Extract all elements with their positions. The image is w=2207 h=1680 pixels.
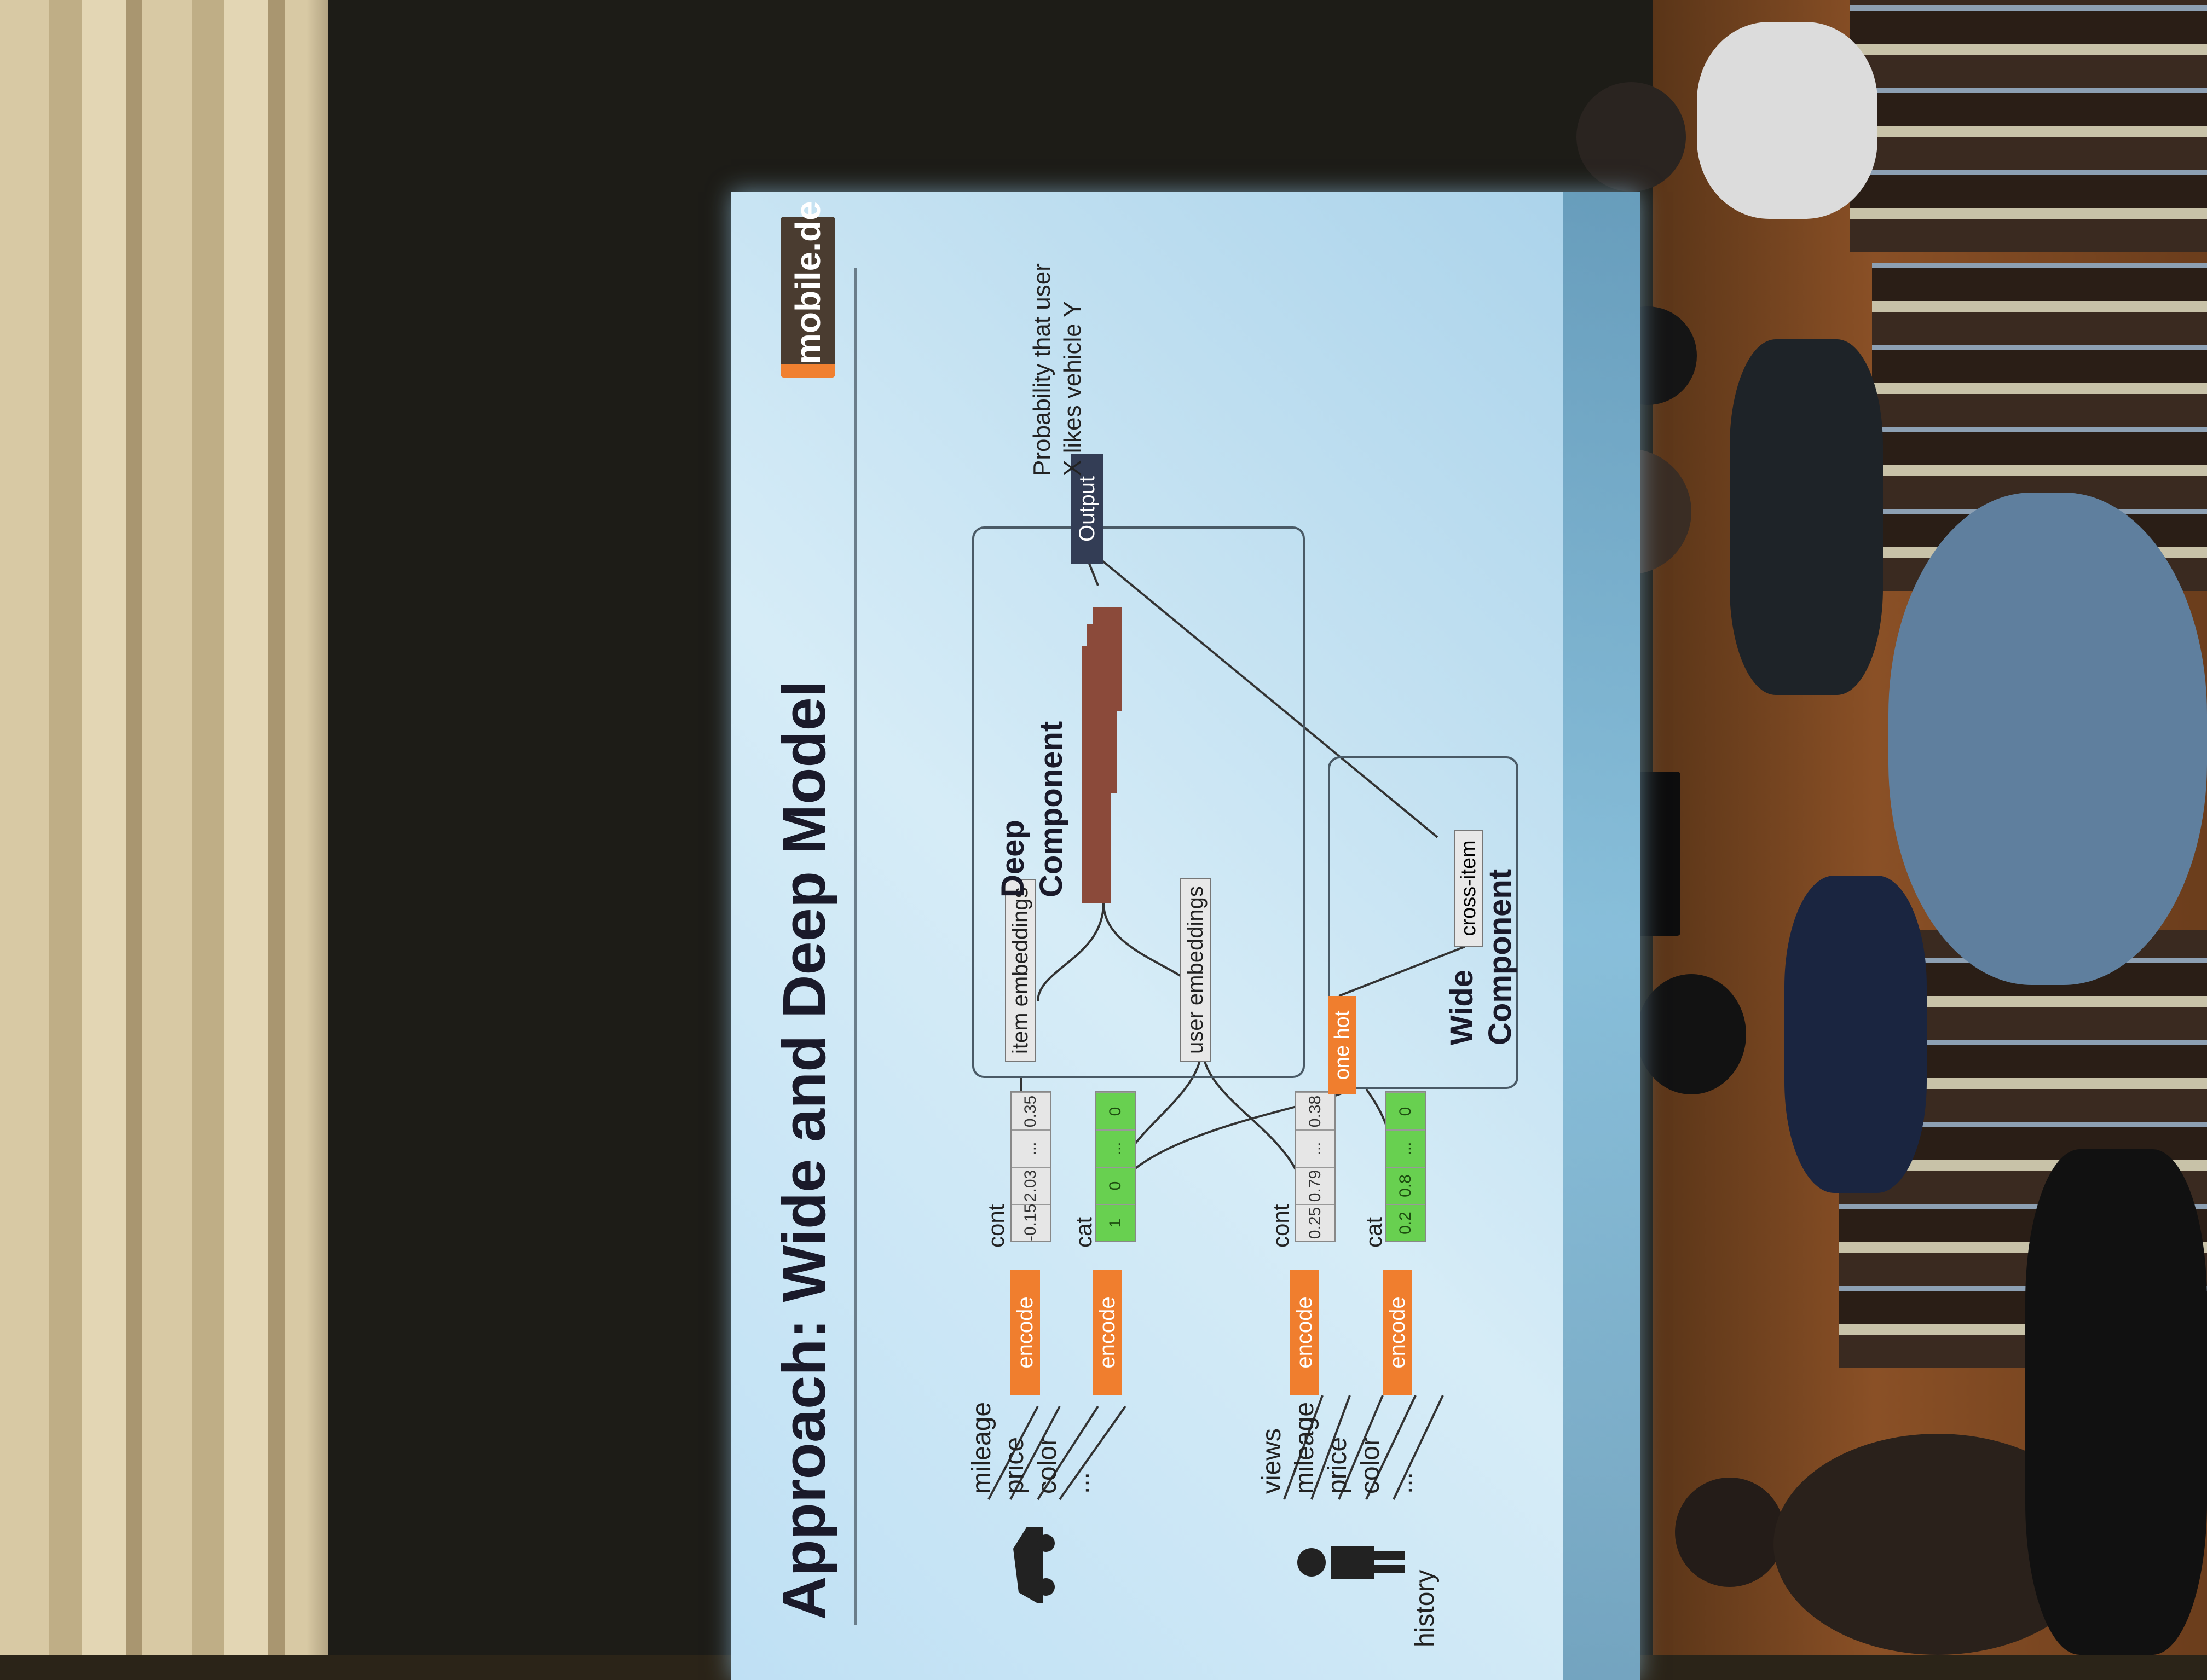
- user-cont-label: cont: [1268, 1204, 1293, 1248]
- feature-item-1: price: [1000, 1436, 1029, 1494]
- vector-cell: 0.25: [1296, 1204, 1334, 1241]
- vector-cell: 0: [1096, 1092, 1135, 1129]
- encode-user-cat: encode: [1383, 1270, 1412, 1395]
- audience-body: [1784, 876, 1927, 1193]
- deep-component-label: Deep Component: [995, 721, 1069, 897]
- history-label: history: [1411, 1569, 1440, 1647]
- encode-item-cont: encode: [1010, 1270, 1040, 1395]
- vector-cell: 0.2: [1386, 1204, 1425, 1241]
- vector-cell: 0.38: [1296, 1092, 1334, 1129]
- seat-row: [1850, 0, 2207, 252]
- item-cat-vector: 1 0 ... 0: [1095, 1091, 1136, 1242]
- feature-user-3: color: [1356, 1436, 1385, 1494]
- feature-user-0: views: [1257, 1428, 1286, 1494]
- vector-cell: 0: [1096, 1167, 1135, 1204]
- audience-body: [2025, 1149, 2207, 1655]
- vector-cell: ...: [1012, 1129, 1050, 1167]
- feature-user-4: ...: [1389, 1472, 1418, 1494]
- audience-body: [1697, 22, 1877, 219]
- vector-cell: ...: [1096, 1129, 1135, 1167]
- vector-cell: 1: [1096, 1204, 1135, 1241]
- user-icon: [1297, 1546, 1405, 1579]
- feature-user-2: price: [1323, 1436, 1352, 1494]
- vector-cell: -0.15: [1012, 1204, 1050, 1241]
- item-embeddings: item embeddings: [1005, 879, 1036, 1062]
- user-cont-vector: 0.25 0.79 ... 0.38: [1295, 1091, 1336, 1242]
- item-cont-vector: -0.15 2.03 ... 0.35: [1010, 1091, 1051, 1242]
- vector-cell: ...: [1296, 1129, 1334, 1167]
- feature-user-1: mileage: [1290, 1401, 1319, 1494]
- feature-item-3: ...: [1066, 1472, 1095, 1494]
- vector-cell: 0: [1386, 1092, 1425, 1129]
- vector-cell: ...: [1386, 1129, 1425, 1167]
- item-cont-label: cont: [983, 1204, 1009, 1248]
- user-embeddings: user embeddings: [1180, 878, 1211, 1062]
- feature-item-2: color: [1033, 1436, 1062, 1494]
- vector-cell: 2.03: [1012, 1167, 1050, 1204]
- audience-body: [1730, 339, 1883, 695]
- vector-cell: 0.35: [1012, 1092, 1050, 1129]
- audience-head: [1637, 974, 1746, 1094]
- item-cat-label: cat: [1071, 1216, 1096, 1248]
- output-note: Probability that user X likes vehicle Y: [1029, 263, 1086, 476]
- audience-head: [1576, 82, 1686, 192]
- audience-head: [1675, 1478, 1784, 1587]
- encode-user-cont: encode: [1290, 1270, 1319, 1395]
- deep-layer-3: [1093, 607, 1122, 711]
- feature-item-0: mileage: [967, 1401, 996, 1494]
- wide-component-label: Wide Component: [1444, 868, 1518, 1045]
- user-cat-vector: 0.2 0.8 ... 0: [1385, 1091, 1426, 1242]
- vector-cell: 0.8: [1386, 1167, 1425, 1204]
- car-icon: [1013, 1527, 1055, 1603]
- user-cat-label: cat: [1361, 1216, 1386, 1248]
- projected-slide: Approach: Wide and Deep Model mobile.de …: [731, 192, 1640, 1680]
- encode-item-cat: encode: [1093, 1270, 1122, 1395]
- vector-cell: 0.79: [1296, 1167, 1334, 1204]
- audience-body: [1888, 493, 2207, 985]
- one-hot-box: one hot: [1328, 996, 1356, 1094]
